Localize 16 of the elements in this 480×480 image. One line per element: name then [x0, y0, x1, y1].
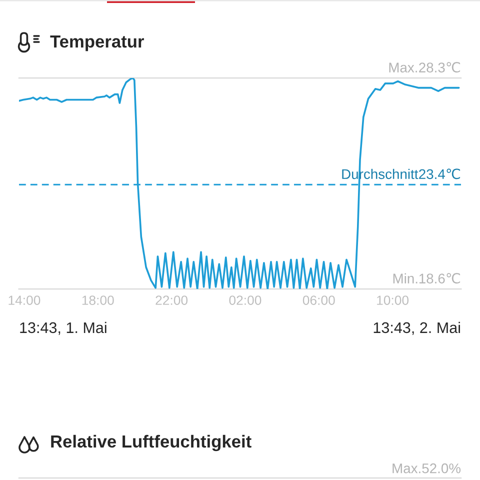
text: 13:43, 1. Mai [20, 322, 106, 335]
y-tick-label: 28.3℃ [419, 62, 460, 73]
x-tick-label: 18:00 [82, 296, 114, 305]
y-tick-label: 18.6℃ [419, 273, 460, 284]
x-tick-label: 10:00 [377, 296, 409, 305]
annotation: Min. [393, 273, 418, 284]
x-tick-label: 02:00 [229, 296, 262, 305]
chart-title: Temperatur [50, 36, 144, 52]
x-tick-label: 14:00 [8, 296, 40, 305]
ref-line-label: Max. [389, 62, 417, 72]
y-tick-label: 23.4℃ [419, 168, 460, 180]
text: Relative Luftfeuchtigkeit [51, 434, 252, 452]
text: 13:43, 2. Mai [374, 322, 460, 335]
x-tick-label: 06:00 [302, 296, 335, 305]
x-tick-label: 22:00 [156, 296, 188, 305]
text: Max.52.0% [392, 463, 461, 474]
